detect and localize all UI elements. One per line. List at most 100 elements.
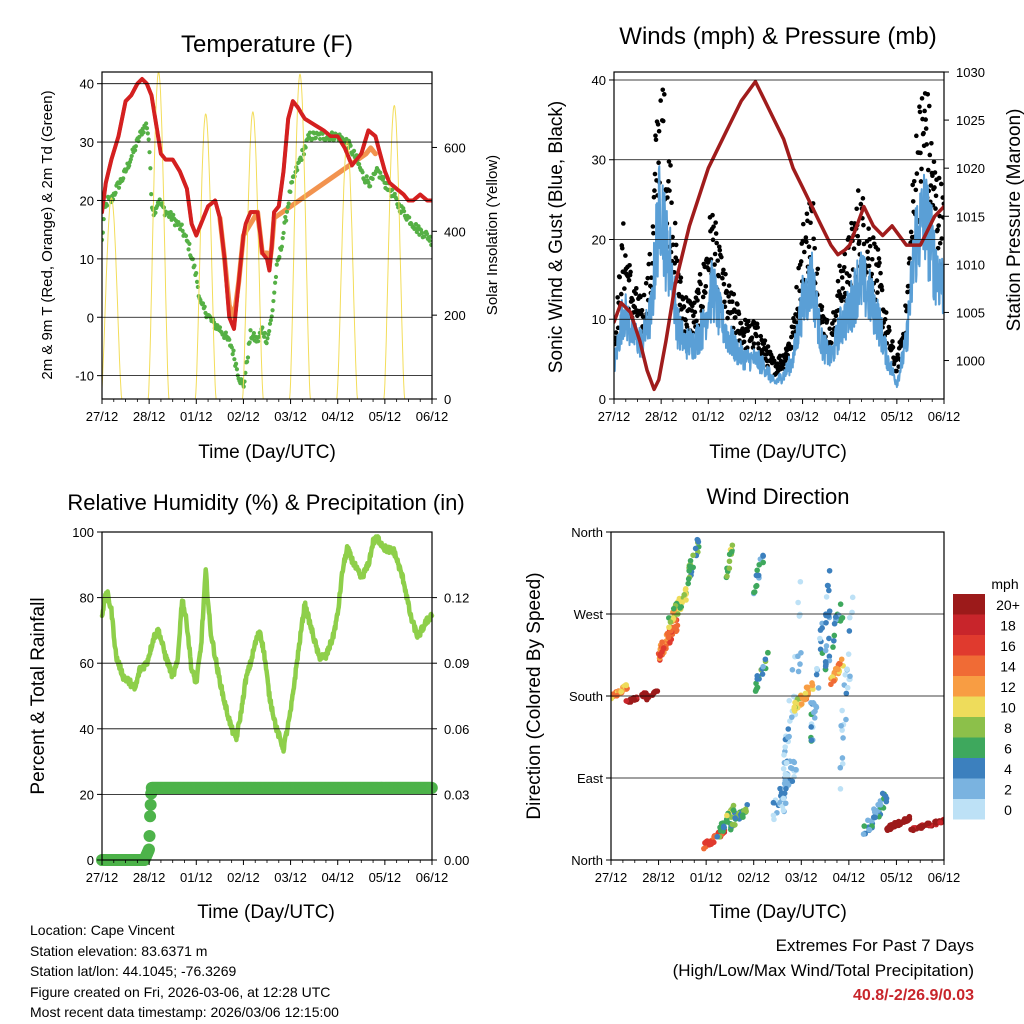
gust-point <box>674 258 680 264</box>
gust-point <box>762 338 768 343</box>
wind-direction-point <box>815 685 822 691</box>
gust-point <box>835 278 841 284</box>
wind-direction-point <box>830 644 836 650</box>
gust-point <box>632 304 638 310</box>
dewpoint-point <box>217 325 223 330</box>
legend-swatch <box>953 614 985 635</box>
gust-point <box>875 247 881 252</box>
gust-point <box>653 133 658 138</box>
wind-direction-point <box>759 671 766 677</box>
wind-direction-point <box>849 594 856 601</box>
winds-y2tick-label: 1015 <box>956 209 985 224</box>
gust-point <box>938 181 944 187</box>
gust-point <box>615 295 620 300</box>
figure-created: Figure created on Fri, 2026-03-06, at 12… <box>30 983 331 1000</box>
gust-point <box>914 171 920 176</box>
gust-point <box>741 333 746 339</box>
wind-direction-point <box>657 653 664 659</box>
gust-point <box>931 159 937 165</box>
gust-point <box>940 195 944 200</box>
dewpoint-point <box>284 218 289 223</box>
wind-direction-point <box>780 795 787 802</box>
wind-direction-point <box>903 816 910 823</box>
gust-point <box>725 315 730 321</box>
gust-point <box>649 275 654 281</box>
gust-point <box>638 294 643 300</box>
gust-point <box>614 330 619 335</box>
wind-direction-ytick-label: West <box>574 607 604 622</box>
wind-direction-point <box>838 656 845 663</box>
dewpoint-point <box>144 121 149 126</box>
gust-point <box>886 324 892 330</box>
gust-point <box>698 281 703 287</box>
wind-direction-point <box>908 826 914 833</box>
gust-point <box>840 286 845 291</box>
wind-direction-point <box>679 599 685 605</box>
gust-point <box>677 302 683 308</box>
gust-point <box>716 273 722 279</box>
gust-point <box>754 321 760 327</box>
wind-direction-point <box>623 682 629 688</box>
gust-point <box>932 170 938 175</box>
winds-series-group <box>614 79 944 392</box>
gust-point <box>731 291 737 297</box>
wind-direction-point <box>844 684 851 691</box>
gust-point <box>696 290 701 296</box>
gust-point <box>639 307 645 313</box>
dewpoint-point <box>227 337 232 342</box>
wind-direction-point <box>753 680 759 687</box>
gust-point <box>666 159 672 164</box>
wind-direction-ylabel: Direction (Colored By Speed) <box>524 572 545 819</box>
gust-point <box>806 244 812 249</box>
wind-direction-point <box>813 671 820 678</box>
legend-label: 4 <box>1004 761 1012 777</box>
winds-xtick-label: 01/12 <box>692 409 725 424</box>
wind-direction-point <box>783 785 789 792</box>
dewpoint-point <box>248 328 253 333</box>
wind-direction-series-group <box>611 536 944 852</box>
dewpoint-point <box>313 135 318 140</box>
temperature-ytick-label: 10 <box>80 252 94 267</box>
gust-point <box>735 302 740 307</box>
humidity-ytick-label: 60 <box>80 656 94 671</box>
wind-direction-point <box>677 605 684 611</box>
humidity-y2tick-label: 0.09 <box>444 656 469 671</box>
gust-point <box>722 299 727 305</box>
wind-direction-point <box>682 587 689 593</box>
wind-direction-point <box>785 726 792 732</box>
wind-direction-point <box>760 553 766 559</box>
dewpoint-point <box>229 345 234 350</box>
winds-title: Winds (mph) & Pressure (mb) <box>619 23 936 50</box>
humidity-xtick-label: 28/12 <box>133 870 166 885</box>
wind-direction-point <box>724 812 730 819</box>
wind-direction-point <box>780 765 787 772</box>
wind-direction-point <box>804 684 811 691</box>
wind-direction-point <box>754 567 760 574</box>
wind-direction-point <box>886 825 892 831</box>
wind-direction-point <box>795 653 801 660</box>
wind-direction-point <box>702 840 708 846</box>
gust-point <box>650 224 656 229</box>
legend-label: 2 <box>1004 782 1012 798</box>
dewpoint-point <box>286 201 291 206</box>
humidity-ytick-label: 20 <box>80 787 94 802</box>
dewpoint-point <box>392 191 397 197</box>
wind-direction-xtick-label: 06/12 <box>928 870 961 885</box>
dewpoint-point <box>232 357 237 362</box>
gust-point <box>738 320 744 326</box>
wind-direction-point <box>791 759 798 766</box>
wind-direction-xlabel: Time (Day/UTC) <box>709 902 847 923</box>
dewpoint-point <box>260 325 265 330</box>
gust-point <box>771 358 777 364</box>
wind-direction-point <box>797 578 804 585</box>
dewpoint-point <box>368 184 373 189</box>
legend-label: 12 <box>1000 679 1016 695</box>
humidity-y2tick-label: 0.06 <box>444 722 469 737</box>
wind-direction-point <box>723 816 730 823</box>
gust-point <box>726 294 731 299</box>
gust-point <box>754 333 759 339</box>
wind-direction-panel: Wind Direction North East South West North 27… <box>524 484 1020 923</box>
precipitation-point <box>143 829 156 842</box>
dewpoint-point <box>267 329 272 334</box>
gust-point <box>703 284 709 289</box>
